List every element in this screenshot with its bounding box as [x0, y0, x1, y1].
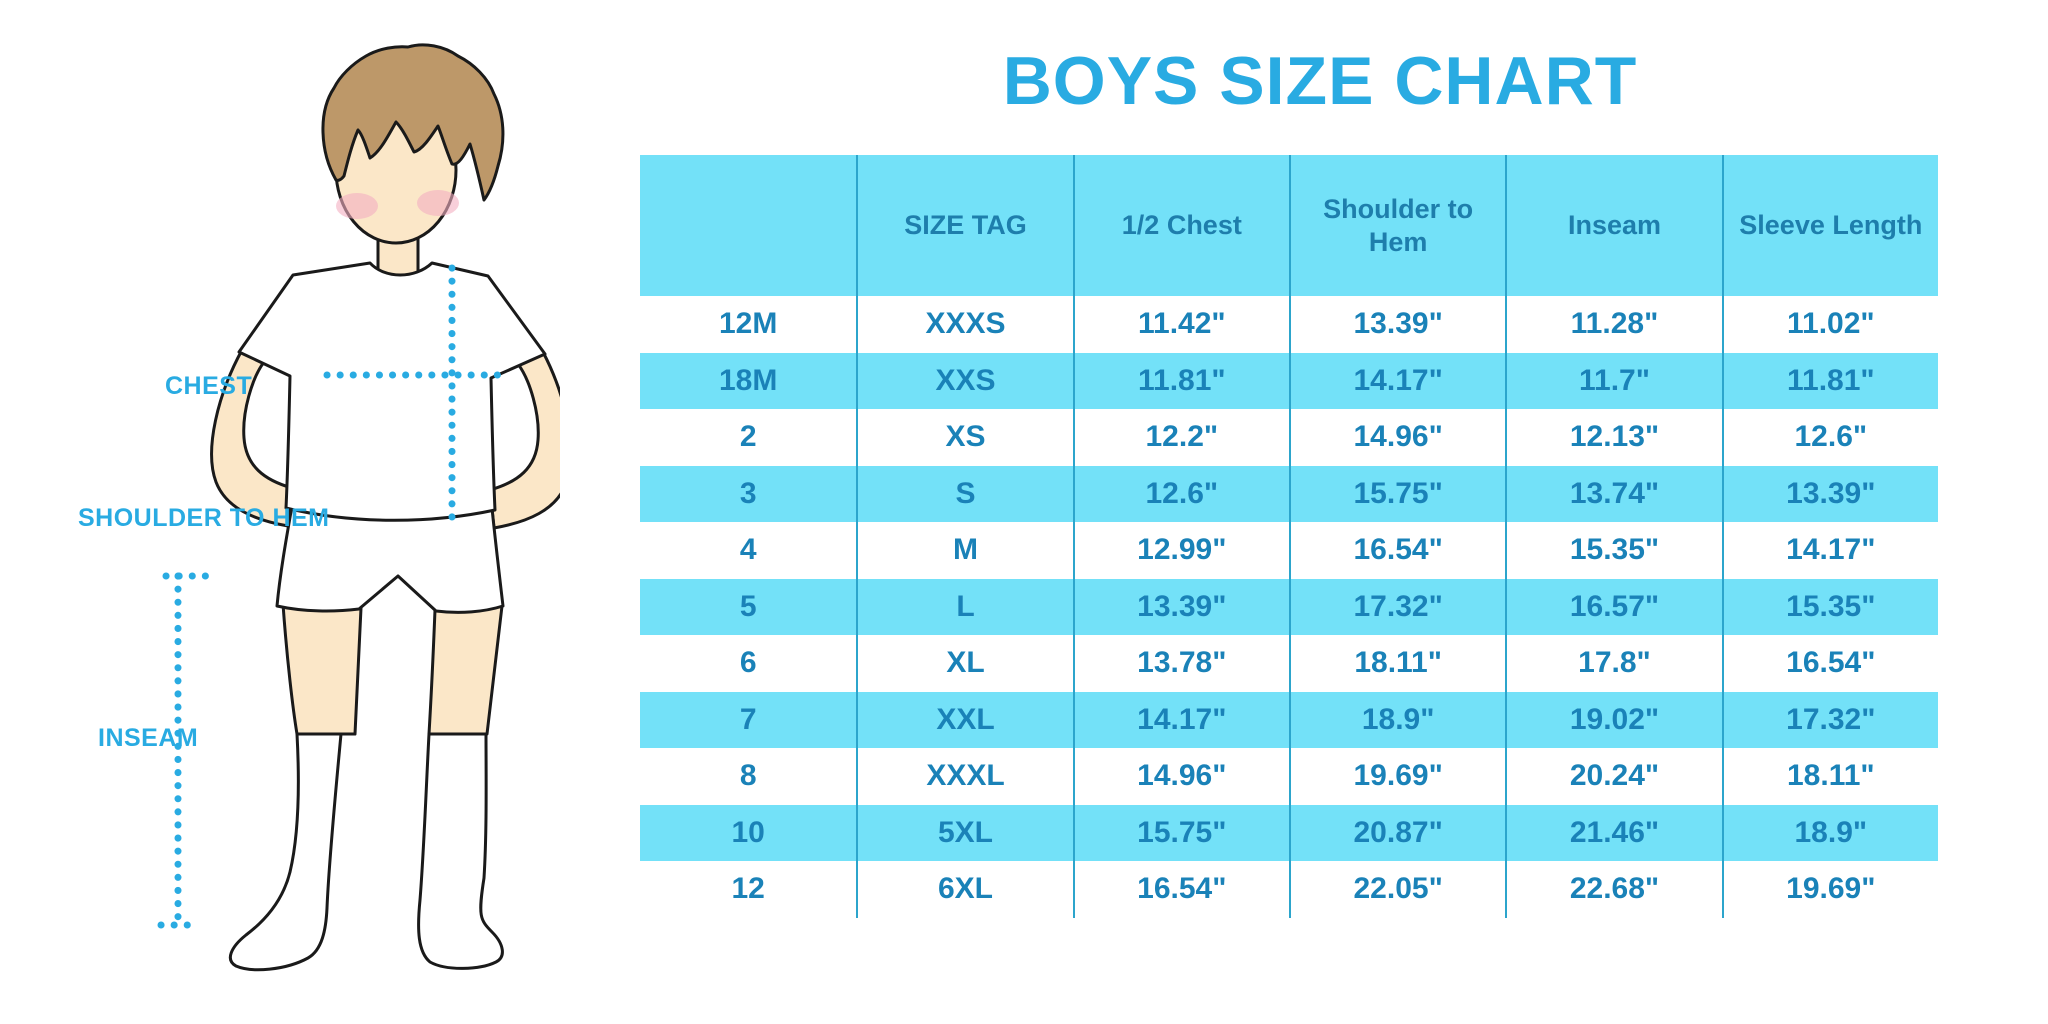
page-title: BOYS SIZE CHART [1002, 43, 1638, 119]
boy-shirt [237, 261, 547, 522]
row-value: 20.87" [1288, 804, 1506, 861]
row-size: 2 [640, 409, 857, 466]
column-header: 1/2 Chest [1072, 155, 1289, 296]
boy-left-sock [228, 732, 343, 972]
row-size: 10 [640, 804, 857, 861]
boy-figure-area: CHEST SHOULDER TO HEM INSEAM [40, 20, 560, 1000]
row-value: 16.54" [1288, 522, 1506, 579]
row-value: 15.75" [1288, 465, 1506, 522]
row-value: 18.9" [1721, 804, 1938, 861]
row-value: 13.39" [1288, 296, 1506, 353]
row-value: 12.13" [1505, 409, 1722, 466]
row-value: M [856, 522, 1073, 579]
row-value: 13.39" [1072, 578, 1289, 635]
row-value: 12.6" [1072, 465, 1289, 522]
row-value: 15.75" [1072, 804, 1289, 861]
row-value: 21.46" [1505, 804, 1722, 861]
row-value: 11.81" [1072, 352, 1289, 409]
row-value: 17.8" [1505, 635, 1722, 692]
row-value: 12.99" [1072, 522, 1289, 579]
row-value: 13.74" [1505, 465, 1722, 522]
row-value: 22.68" [1505, 861, 1722, 918]
column-header: Inseam [1505, 155, 1722, 296]
row-value: 11.42" [1072, 296, 1289, 353]
size-table: SIZE TAG 1/2 Chest Shoulder to Hem Inseam Sl… [640, 155, 1938, 918]
boy-right-sock [417, 732, 504, 970]
row-value: 5XL [856, 804, 1073, 861]
row-size: 12M [640, 296, 857, 353]
row-size: 12 [640, 861, 857, 918]
row-value: 12.6" [1721, 409, 1938, 466]
row-value: XL [856, 635, 1073, 692]
row-value: 11.28" [1505, 296, 1722, 353]
row-value: XXXS [856, 296, 1073, 353]
row-size: 3 [640, 465, 857, 522]
column-header: Shoulder to Hem [1288, 155, 1506, 296]
row-size: 8 [640, 748, 857, 805]
row-value: 18.9" [1288, 691, 1506, 748]
row-value: 14.96" [1072, 748, 1289, 805]
column-header: Sleeve Length [1721, 155, 1938, 296]
row-value: 6XL [856, 861, 1073, 918]
row-value: 14.96" [1288, 409, 1506, 466]
column-header [640, 155, 857, 296]
row-value: 18.11" [1288, 635, 1506, 692]
row-value: XXXL [856, 748, 1073, 805]
row-value: 14.17" [1721, 522, 1938, 579]
row-value: XXL [856, 691, 1073, 748]
row-size: 18M [640, 352, 857, 409]
row-value: 19.02" [1505, 691, 1722, 748]
row-value: 14.17" [1288, 352, 1506, 409]
boy-blush-right [417, 190, 459, 216]
row-value: 14.17" [1072, 691, 1289, 748]
row-value: 17.32" [1288, 578, 1506, 635]
row-value: 11.7" [1505, 352, 1722, 409]
inseam-label: INSEAM [98, 724, 199, 752]
row-value: 19.69" [1288, 748, 1506, 805]
row-value: 13.39" [1721, 465, 1938, 522]
boy-left-leg [281, 602, 363, 736]
row-value: 15.35" [1505, 522, 1722, 579]
row-value: 13.78" [1072, 635, 1289, 692]
row-value: 18.11" [1721, 748, 1938, 805]
row-size: 4 [640, 522, 857, 579]
row-value: 12.2" [1072, 409, 1289, 466]
row-value: 17.32" [1721, 691, 1938, 748]
row-value: 11.81" [1721, 352, 1938, 409]
row-value: 20.24" [1505, 748, 1722, 805]
row-value: 16.57" [1505, 578, 1722, 635]
boy-illustration [157, 43, 560, 972]
boy-right-leg [427, 604, 504, 736]
row-value: 22.05" [1288, 861, 1506, 918]
row-size: 5 [640, 578, 857, 635]
shoulder-to-hem-label: SHOULDER TO HEM [78, 504, 330, 532]
row-value: XXS [856, 352, 1073, 409]
row-value: L [856, 578, 1073, 635]
row-value: 16.54" [1072, 861, 1289, 918]
row-value: 11.02" [1721, 296, 1938, 353]
row-value: 19.69" [1721, 861, 1938, 918]
row-value: 16.54" [1721, 635, 1938, 692]
boy-right-arm [488, 350, 560, 530]
chest-label: CHEST [165, 372, 253, 400]
boy-blush-left [336, 193, 378, 219]
row-value: XS [856, 409, 1073, 466]
column-header: SIZE TAG [856, 155, 1073, 296]
row-size: 6 [640, 635, 857, 692]
row-size: 7 [640, 691, 857, 748]
row-value: 15.35" [1721, 578, 1938, 635]
row-value: S [856, 465, 1073, 522]
boy-hair [321, 43, 505, 202]
